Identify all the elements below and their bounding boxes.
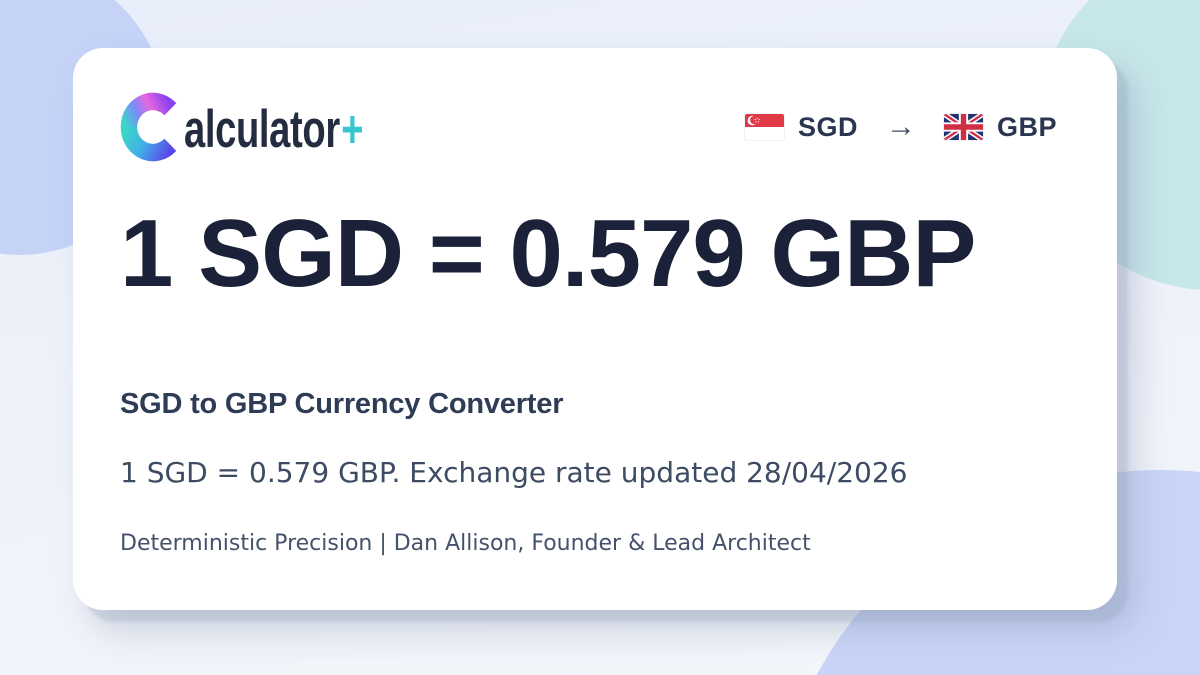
page-subtitle: SGD to GBP Currency Converter [120, 388, 564, 420]
calculator-logo-icon [120, 92, 177, 162]
singapore-flag-icon [744, 114, 784, 140]
brand-wordmark-text: alculator [184, 99, 340, 159]
currency-pair: SGD → GBP [744, 110, 1057, 143]
attribution-line: Deterministic Precision | Dan Allison, F… [120, 531, 811, 556]
rate-update-description: 1 SGD = 0.579 GBP. Exchange rate updated… [120, 456, 908, 489]
card-header: alculator + SGD → [120, 90, 1057, 164]
exchange-rate-headline: 1 SGD = 0.579 GBP [120, 200, 976, 307]
brand-plus: + [341, 99, 364, 159]
uk-flag-icon [943, 114, 983, 140]
from-currency-code: SGD [797, 111, 858, 142]
brand-wordmark: alculator + [184, 99, 364, 160]
to-currency-code: GBP [996, 111, 1057, 142]
right-arrow-icon: → [885, 110, 916, 143]
brand-logo: alculator + [120, 92, 433, 162]
converter-card: alculator + SGD → [73, 48, 1117, 610]
